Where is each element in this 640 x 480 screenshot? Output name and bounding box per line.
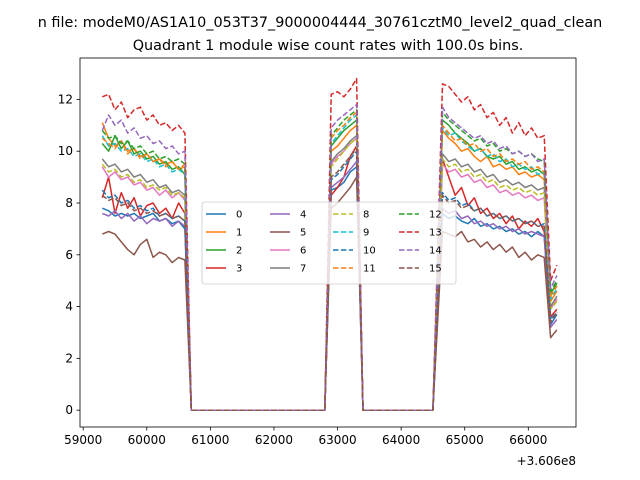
legend-label-5: 5	[300, 228, 306, 239]
legend-label-3: 3	[236, 264, 242, 275]
series-line-8	[101, 137, 558, 411]
series-line-15	[101, 147, 558, 411]
x-offset-label: +3.606e8	[517, 454, 576, 468]
y-tick-label: 0	[65, 403, 73, 417]
x-tick-label: 59000	[64, 433, 102, 447]
chart-suptitle: n file: modeM0/AS1A10_053T37_9000004444_…	[38, 15, 603, 31]
legend-label-9: 9	[363, 228, 369, 239]
legend-frame	[201, 201, 457, 285]
x-tick-label: 61000	[191, 433, 229, 447]
x-tick-label: 66000	[509, 433, 547, 447]
y-tick-label: 4	[65, 300, 73, 314]
chart-title: Quadrant 1 module wise count rates with …	[133, 38, 524, 54]
legend-label-7: 7	[300, 264, 306, 275]
legend-label-8: 8	[363, 210, 369, 221]
x-tick-label: 64000	[382, 433, 420, 447]
x-tick-label: 63000	[318, 433, 356, 447]
legend-label-11: 11	[363, 264, 376, 275]
legend-label-0: 0	[236, 210, 242, 221]
series-line-9	[101, 114, 558, 411]
y-tick-label: 12	[58, 92, 73, 106]
y-axis: 0 2 4 6 8 10 12	[58, 92, 80, 417]
plot-frame	[79, 57, 577, 428]
legend-label-15: 15	[429, 264, 442, 275]
legend-label-6: 6	[300, 246, 306, 257]
y-tick-label: 6	[65, 248, 73, 262]
y-tick-label: 8	[65, 196, 73, 210]
x-tick-label: 62000	[255, 433, 293, 447]
series-line-11	[101, 111, 558, 411]
legend-label-14: 14	[429, 246, 442, 257]
legend-label-13: 13	[429, 228, 442, 239]
x-tick-label: 65000	[446, 433, 484, 447]
y-tick-label: 2	[65, 351, 73, 365]
series-line-10	[101, 150, 558, 411]
legend-label-2: 2	[236, 246, 242, 257]
legend-label-12: 12	[429, 210, 442, 221]
legend-label-1: 1	[236, 228, 242, 239]
legend-label-10: 10	[363, 246, 376, 257]
x-axis: 59000 60000 61000 62000 63000 64000 65000 66000	[64, 427, 547, 447]
legend-label-4: 4	[300, 210, 306, 221]
series-line-14	[101, 103, 558, 411]
y-tick-label: 10	[58, 144, 73, 158]
x-tick-label: 60000	[128, 433, 166, 447]
